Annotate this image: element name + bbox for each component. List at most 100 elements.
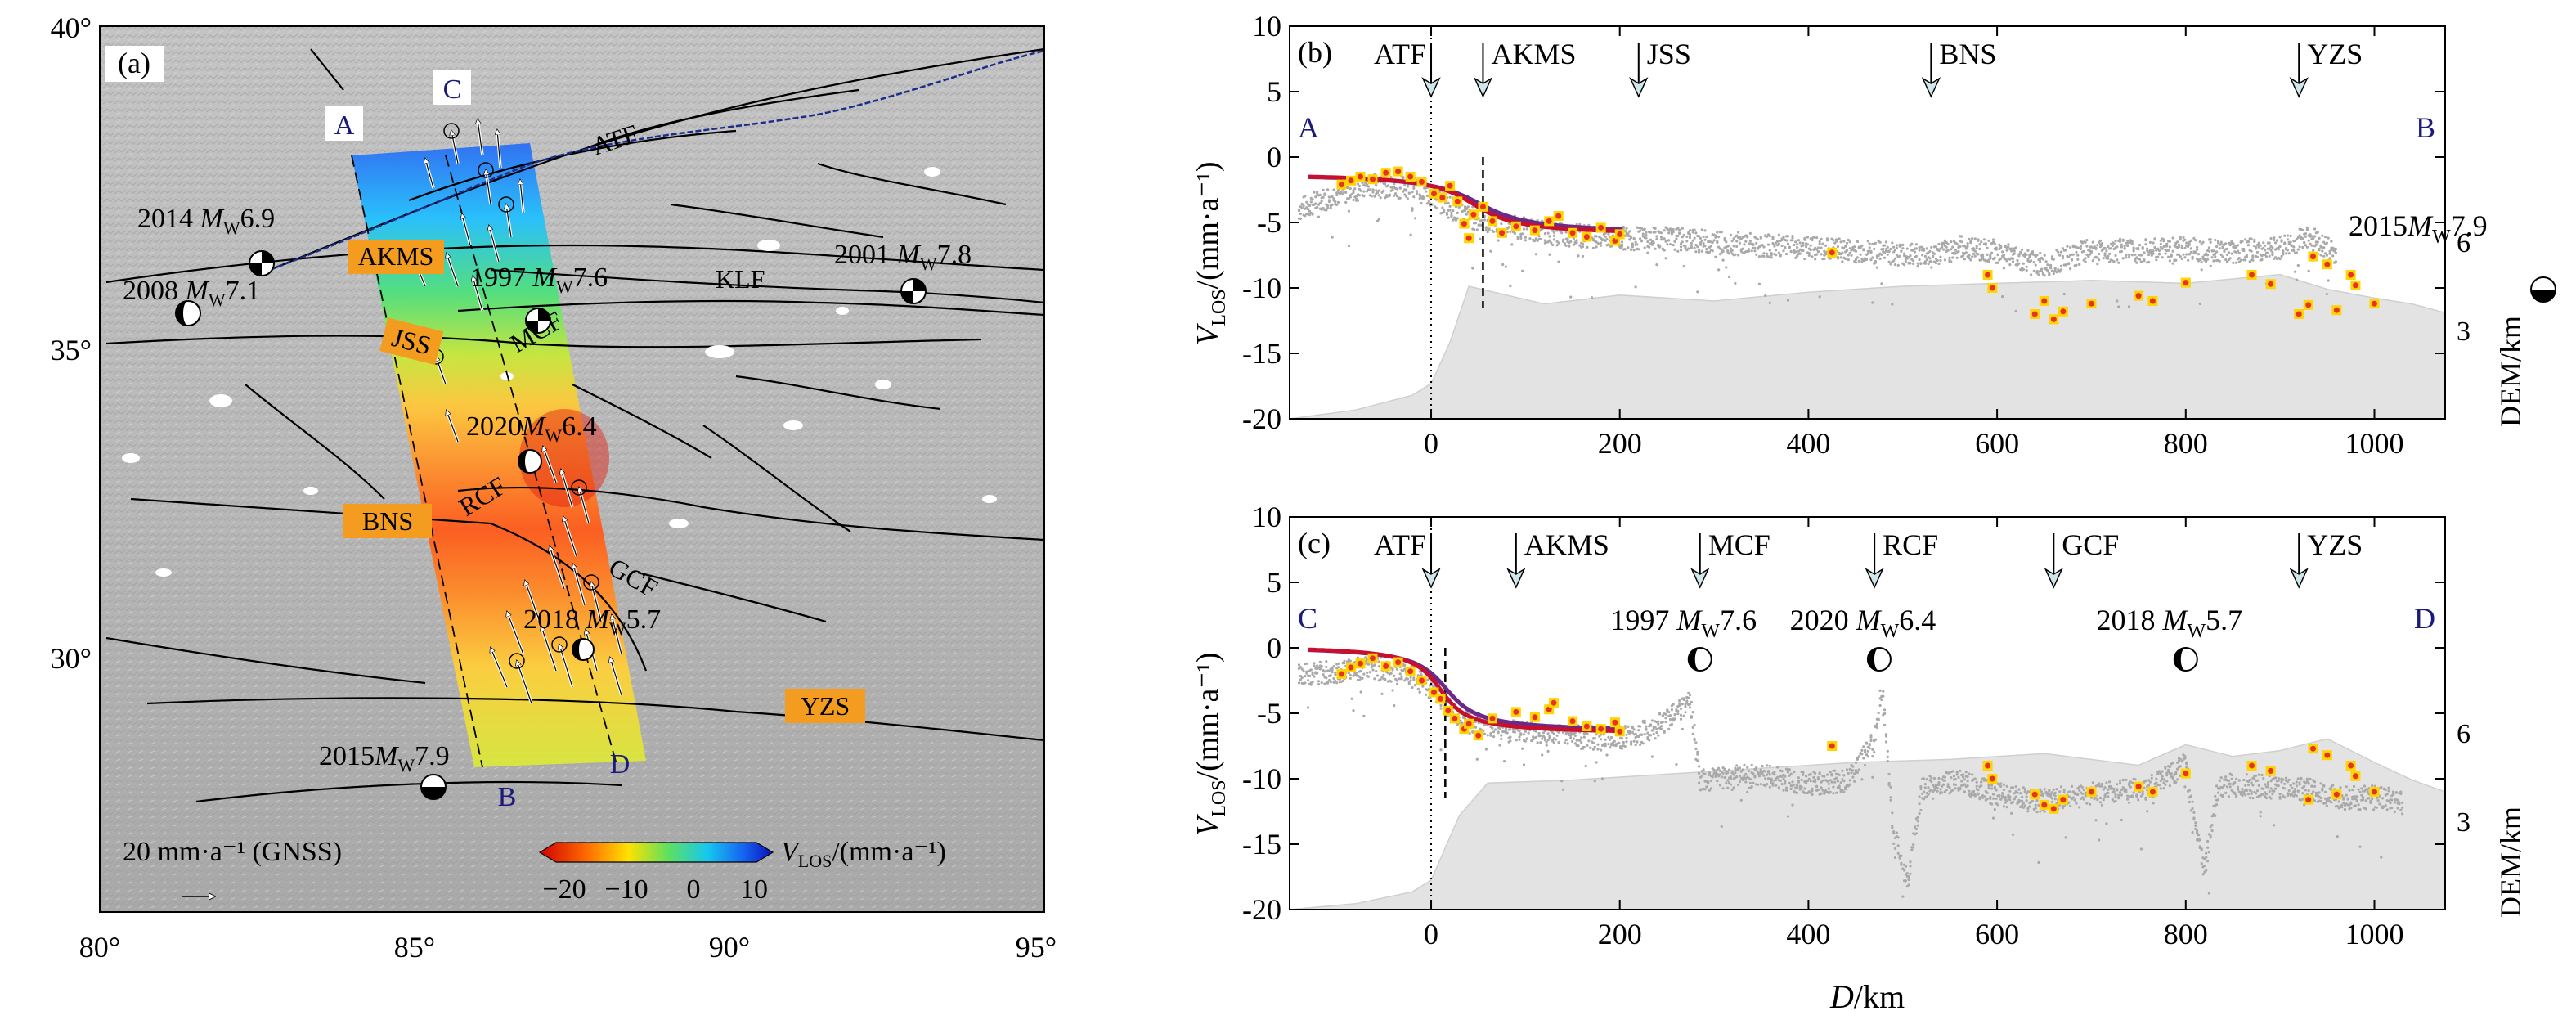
insar-point: [1962, 773, 1965, 776]
insar-point: [1691, 231, 1694, 234]
insar-point: [2019, 252, 2022, 255]
insar-point: [1735, 245, 1739, 248]
insar-point: [1664, 712, 1667, 716]
insar-point: [2283, 787, 2287, 790]
insar-point: [1766, 771, 1770, 774]
insar-point: [1971, 255, 1974, 258]
insar-point: [2230, 773, 2233, 777]
insar-point: [1543, 739, 1546, 742]
insar-point: [1923, 254, 1927, 258]
insar-point: [1871, 256, 1874, 259]
gnss-point-center: [1546, 218, 1552, 224]
insar-point: [1789, 249, 1793, 253]
insar-point: [1785, 786, 1788, 789]
insar-point: [1650, 755, 1654, 758]
gnss-error-ellipse: [571, 479, 587, 496]
insar-point: [1768, 785, 1771, 789]
insar-point: [1368, 671, 1371, 674]
insar-point: [2196, 829, 2199, 833]
insar-point: [2121, 238, 2125, 241]
insar-point: [2345, 793, 2348, 797]
insar-point: [1548, 235, 1551, 238]
y-tick-label: -15: [1242, 828, 1281, 860]
insar-point: [1471, 267, 1474, 270]
insar-point: [2375, 806, 2378, 809]
insar-point: [1596, 743, 1600, 746]
insar-point: [1577, 254, 1580, 258]
insar-point: [1551, 243, 1555, 246]
insar-point: [2236, 788, 2240, 791]
insar-point: [1687, 696, 1690, 699]
insar-point: [1682, 697, 1685, 700]
insar-point: [1356, 656, 1360, 659]
insar-point: [1723, 237, 1726, 240]
feature-arrow-head: [1629, 77, 1649, 98]
insar-point: [2255, 244, 2260, 247]
insar-point: [1380, 676, 1384, 679]
insar-point: [2198, 240, 2201, 244]
insar-point: [1721, 249, 1725, 253]
insar-point: [1777, 251, 1780, 254]
insar-point: [1747, 769, 1751, 773]
insar-point: [1842, 240, 1846, 243]
insar-point: [2194, 824, 2197, 828]
insar-point: [1377, 665, 1380, 668]
insar-point: [1923, 786, 1927, 789]
insar-point: [1688, 236, 1692, 240]
insar-point: [1946, 249, 1950, 252]
insar-point: [2262, 787, 2265, 790]
insar-point: [2039, 251, 2042, 254]
insar-point: [1921, 245, 1924, 249]
insar-point: [1957, 775, 1960, 780]
insar-point: [1581, 254, 1585, 258]
gnss-vector-outline: [563, 517, 577, 557]
insar-point: [2128, 254, 2131, 257]
insar-point: [2250, 249, 2253, 253]
insar-point: [1968, 254, 1971, 257]
insar-point: [1786, 242, 1790, 245]
insar-point: [2269, 787, 2273, 790]
insar-point: [2207, 892, 2210, 895]
insar-point: [1331, 236, 1334, 239]
insar-point: [1903, 869, 1906, 872]
gnss-vector-outline: [573, 564, 586, 606]
insar-point: [1366, 658, 1369, 662]
insar-point: [2250, 790, 2253, 793]
insar-point: [1663, 237, 1666, 240]
insar-point: [2312, 249, 2315, 252]
insar-point: [1703, 772, 1707, 775]
insar-point: [2052, 258, 2055, 261]
insar-point: [1329, 674, 1332, 677]
insar-point: [1525, 227, 1528, 231]
insar-point: [2255, 774, 2258, 777]
insar-point: [1734, 253, 1737, 256]
insar-point: [1593, 780, 1596, 783]
insar-point: [2053, 267, 2057, 270]
insar-point: [1987, 239, 1990, 242]
insar-point: [1497, 239, 1500, 242]
insar-point: [1308, 209, 1312, 213]
insar-point: [2296, 248, 2300, 251]
insar-point: [2200, 243, 2203, 246]
insar-point: [1500, 222, 1503, 226]
insar-point: [1874, 738, 1878, 741]
insar-point: [1636, 243, 1639, 246]
insar-point: [2187, 258, 2190, 262]
insar-point: [1652, 732, 1655, 736]
insar-point: [1632, 237, 1636, 240]
insar-point: [2179, 757, 2182, 761]
insar-point: [1942, 241, 1945, 245]
insar-point: [1791, 780, 1794, 784]
insar-point: [2358, 845, 2362, 848]
gnss-vector-outline: [541, 627, 557, 672]
insar-point: [1856, 240, 1859, 243]
insar-point: [1300, 206, 1304, 210]
insar-point: [1943, 239, 1946, 242]
insar-point: [1912, 843, 1915, 847]
gnss-vector-outline: [489, 226, 500, 263]
y-tick-label: 10: [1252, 10, 1281, 43]
insar-point: [2307, 782, 2310, 785]
insar-point: [2164, 766, 2167, 769]
insar-point: [1700, 775, 1703, 778]
insar-point: [1720, 775, 1723, 779]
